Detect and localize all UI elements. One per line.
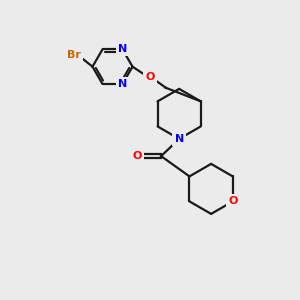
Text: N: N — [118, 79, 127, 89]
Text: N: N — [175, 134, 184, 144]
Text: N: N — [118, 44, 127, 54]
Text: Br: Br — [67, 50, 81, 60]
Text: O: O — [145, 72, 154, 82]
Text: O: O — [228, 196, 237, 206]
Text: O: O — [133, 151, 142, 161]
